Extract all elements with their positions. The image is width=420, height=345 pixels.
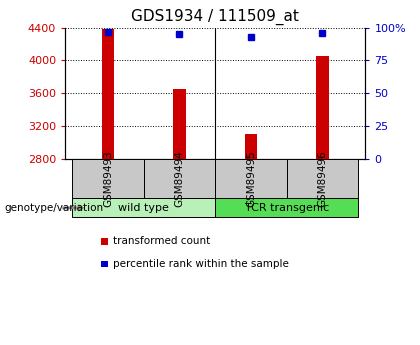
Title: GDS1934 / 111509_at: GDS1934 / 111509_at	[131, 9, 299, 25]
Text: GSM89494: GSM89494	[174, 150, 184, 207]
Text: GSM89495: GSM89495	[246, 150, 256, 207]
Text: wild type: wild type	[118, 203, 169, 213]
Bar	[316, 56, 329, 159]
Text: genotype/variation: genotype/variation	[4, 203, 103, 213]
Bar	[244, 134, 257, 159]
Text: transformed count: transformed count	[113, 237, 210, 246]
Text: GSM89493: GSM89493	[103, 150, 113, 207]
Text: GSM89496: GSM89496	[318, 150, 328, 207]
Text: TCR transgenic: TCR transgenic	[244, 203, 329, 213]
Bar	[102, 29, 114, 159]
Bar	[173, 89, 186, 159]
Text: percentile rank within the sample: percentile rank within the sample	[113, 259, 289, 269]
